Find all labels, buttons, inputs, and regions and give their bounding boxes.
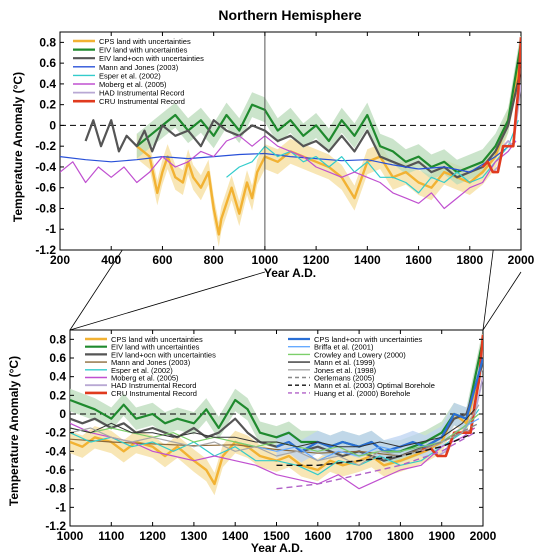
series-line [70,339,483,453]
series-line [481,37,521,174]
uncertainty-band [136,32,521,185]
series-line [136,47,521,236]
y-tick-label: 0 [49,118,56,132]
x-tick-label: 1400 [222,529,249,543]
y-tick-label: 0.8 [49,332,66,346]
y-tick-label: -0.2 [35,139,56,153]
x-tick-label: 600 [152,253,172,267]
uncertainty-band [70,330,483,463]
x-tick-label: 1100 [98,529,124,543]
legend-label: CPS land+ocn with uncertainties [314,335,422,344]
y-tick-label: 0.6 [49,351,66,365]
x-tick-label: 1800 [456,253,483,267]
series-line [276,357,483,453]
x-tick-label: 1300 [181,529,208,543]
legend-label: Briffa et al. (2001) [314,343,374,352]
legend-label: Moberg et al. (2005) [111,374,179,383]
legend-label: Moberg et al. (2005) [99,80,167,89]
x-tick-label: 1600 [405,253,432,267]
panel-northern-hemisphere: Northern Hemisphere Year A.D. Temperatur… [11,7,535,280]
zoom-connector-bottom [482,271,522,331]
data-layer [60,32,521,247]
x-tick-label: 1200 [303,253,330,267]
y-tick-label: -0.8 [35,201,56,215]
legend-label: Mann and Jones (2003) [111,358,191,367]
legend-label: HAD Instrumental Record [99,89,184,98]
series-line [70,404,480,466]
x-tick-label: 800 [204,253,224,267]
legend-label: Oerlemans (2005) [314,374,375,383]
series-line [276,432,475,466]
y-tick-label: -0.2 [45,426,66,440]
series-line [70,427,475,457]
x-tick-label: 1900 [428,529,455,543]
legend-label: Jones et al. (1998) [314,366,377,375]
series-line [420,334,483,458]
x-tick-label: 1700 [346,529,373,543]
series-line [60,140,517,173]
y-tick-label: -1.2 [35,243,56,257]
y-tick-label: -0.6 [45,463,66,477]
legend-label: EIV land with uncertainties [111,343,200,352]
y-axis-label: Temperature Anomaly (°C) [11,72,25,222]
legend-label: HAD Instrumental Record [111,381,196,390]
y-tick-label: 0.2 [49,388,66,402]
y-tick-label: -1 [45,222,56,236]
y-tick-label: -1 [55,500,66,514]
x-tick-label: 1200 [139,529,166,543]
x-tick-label: 1400 [354,253,381,267]
y-tick-label: -0.4 [45,444,66,458]
legend-label: CPS land with uncertainties [111,335,203,344]
x-tick-label: 1000 [252,253,279,267]
legend-label: EIV land+ocn with uncertainties [111,350,216,359]
x-axis-label: Year A.D. [251,541,303,555]
series-line [226,119,519,194]
y-tick-label: -0.6 [35,181,56,195]
y-axis-label: Temperature Anomaly (°C) [7,356,21,506]
data-layer [70,330,483,496]
legend-label: Crowley and Lowery (2000) [314,350,406,359]
legend-label: Huang et al. (2000) Borehole [314,389,410,398]
legend-label: Mann et al. (1999) [314,358,375,367]
chart-title: Northern Hemisphere [218,7,361,23]
legend-label: Mann et al. (2003) Optimal Borehole [314,381,435,390]
y-tick-label: 0.4 [39,77,56,91]
series-line [276,432,476,490]
x-tick-label: 2000 [470,529,497,543]
x-tick-label: 1600 [304,529,331,543]
y-tick-label: -1.2 [45,519,66,533]
x-tick-label: 1000 [57,529,84,543]
x-tick-label: 400 [101,253,121,267]
y-tick-label: -0.8 [45,482,66,496]
series-line [60,135,517,210]
x-tick-label: 1800 [387,529,414,543]
legend-label: CRU Instrumental Record [99,97,185,106]
legend-label: Esper et al. (2002) [99,71,161,80]
y-tick-label: 0.8 [39,35,56,49]
series-line [70,408,476,448]
series-line [84,68,521,179]
x-tick-label: 2000 [508,253,535,267]
uncertainty-band [276,346,483,463]
y-tick-label: 0.4 [49,370,66,384]
x-tick-label: 200 [50,253,70,267]
x-axis-label: Year A.D. [264,266,316,280]
y-tick-label: 0 [59,407,66,421]
y-tick-label: 0.6 [39,56,56,70]
x-tick-label: 1500 [263,529,290,543]
y-tick-label: -0.4 [35,160,56,174]
zoom-connector-bottom [69,271,266,331]
legend-label: Mann and Jones (2003) [99,63,179,72]
legend-label: EIV land+ocn with uncertainties [99,54,204,63]
y-tick-label: 0.2 [39,98,56,112]
legend-label: CPS land with uncertainties [99,37,191,46]
legend-label: EIV land with uncertainties [99,46,188,55]
panel-zoom-1000-2000: Year A.D. Temperature Anomaly (°C) 1000 1… [7,329,497,555]
legend-label: Esper et al. (2002) [111,366,173,375]
series-line [70,422,476,490]
legend-label: CRU Instrumental Record [111,389,197,398]
